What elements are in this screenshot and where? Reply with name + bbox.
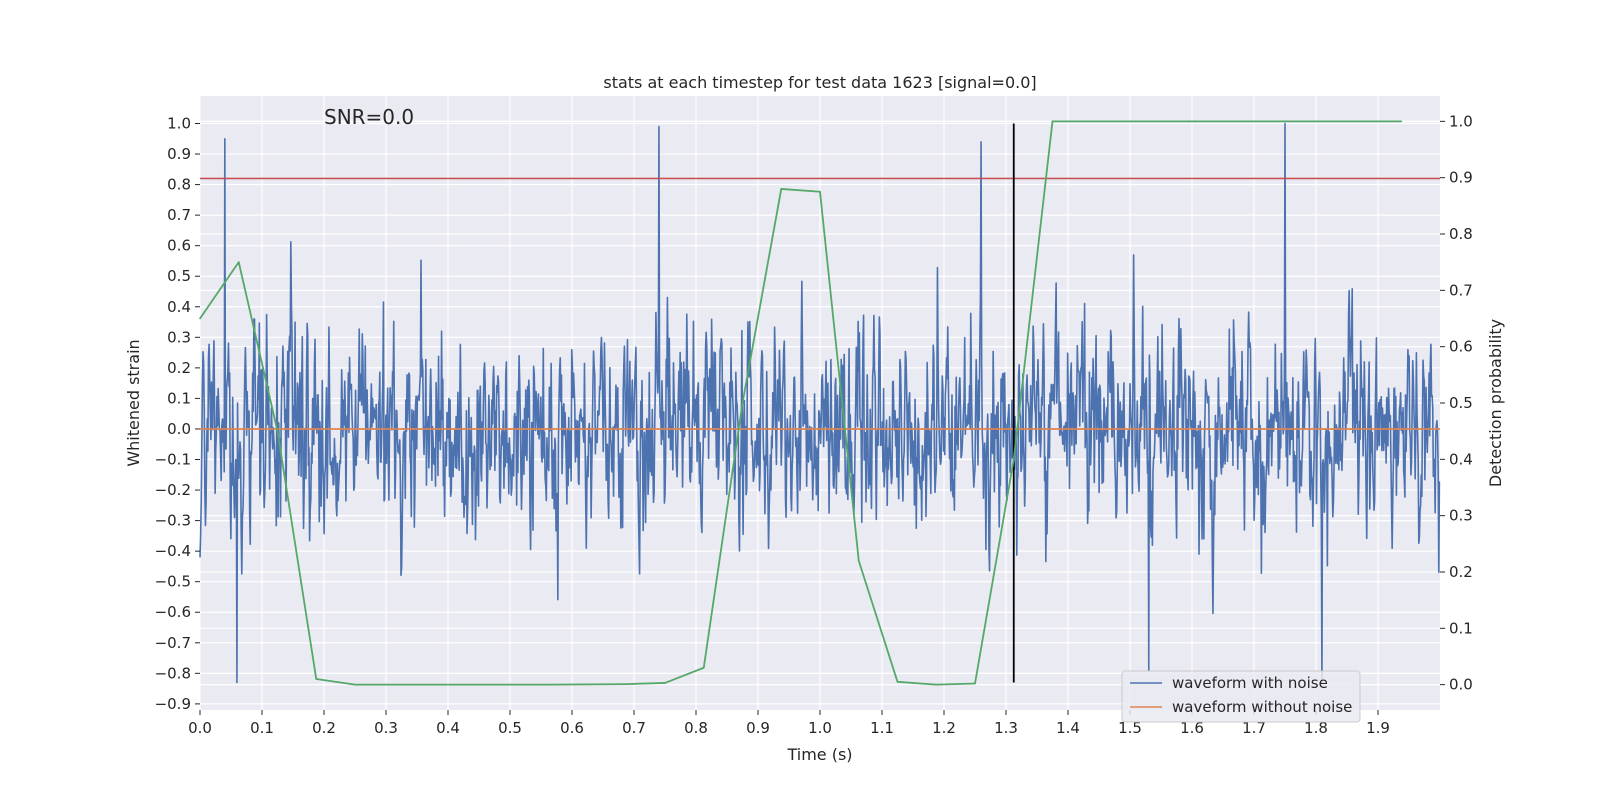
x-tick-label: 0.8 bbox=[684, 719, 708, 737]
x-tick-label: 1.6 bbox=[1180, 719, 1204, 737]
y2-tick-label: 0.3 bbox=[1449, 507, 1473, 525]
detection-probability-point bbox=[664, 682, 666, 684]
snr-annotation: SNR=0.0 bbox=[324, 105, 414, 129]
x-tick-label: 0.9 bbox=[746, 719, 770, 737]
detection-probability-point bbox=[1167, 120, 1170, 123]
y-tick-label: 0.8 bbox=[167, 176, 191, 194]
legend: waveform with noise waveform without noi… bbox=[1121, 670, 1361, 723]
x-tick-label: 0.1 bbox=[250, 719, 274, 737]
y2-tick-label: 0.7 bbox=[1449, 281, 1473, 299]
detection-probability-point bbox=[625, 683, 628, 685]
x-tick-label: 0.3 bbox=[374, 719, 398, 737]
detection-probability-point bbox=[702, 666, 705, 669]
y-tick-label: 0.3 bbox=[167, 328, 191, 346]
y-tick-label: 0.4 bbox=[167, 298, 191, 316]
y2-tick-label: 1.0 bbox=[1449, 112, 1473, 130]
detection-probability-point bbox=[354, 683, 356, 686]
detection-probability-point bbox=[1284, 120, 1286, 123]
y2-tick-label: 0.1 bbox=[1449, 619, 1473, 637]
series-detection-probability bbox=[199, 120, 1402, 686]
detection-probability-point bbox=[780, 188, 783, 190]
x-tick-label: 0.4 bbox=[436, 719, 460, 737]
detection-probability-point bbox=[1361, 120, 1364, 123]
y-tick-label: 0.6 bbox=[167, 237, 191, 255]
y2-tick-label: 0.5 bbox=[1449, 394, 1473, 412]
y-tick-label: 0.7 bbox=[167, 206, 191, 224]
detection-probability-point bbox=[1245, 120, 1248, 123]
detection-probability-point bbox=[857, 559, 860, 562]
detection-probability-point bbox=[509, 683, 511, 686]
y-tick-label: −0.1 bbox=[155, 451, 191, 469]
y-axis-label: Whitened strain bbox=[124, 339, 143, 466]
detection-probability-point bbox=[237, 261, 240, 263]
y2-tick-label: 0.9 bbox=[1449, 169, 1473, 187]
x-tick-label: 0.6 bbox=[560, 719, 584, 737]
detection-probability-point bbox=[199, 317, 201, 320]
chart-title: stats at each timestep for test data 162… bbox=[603, 73, 1036, 92]
detection-probability-point bbox=[1400, 120, 1403, 123]
x-tick-label: 1.2 bbox=[932, 719, 956, 737]
legend-box bbox=[1121, 670, 1361, 723]
x-axis-label: Time (s) bbox=[786, 745, 852, 764]
x-tick-label: 1.7 bbox=[1242, 719, 1266, 737]
x-tick-label: 1.1 bbox=[870, 719, 894, 737]
legend-label-clean: waveform without noise bbox=[1172, 698, 1352, 716]
y-tick-label: −0.6 bbox=[155, 603, 191, 621]
detection-probability-point bbox=[935, 683, 938, 686]
y-tick-label: −0.7 bbox=[155, 634, 191, 652]
detection-probability-point bbox=[470, 683, 473, 686]
y-tick-label: 0.9 bbox=[167, 145, 191, 163]
x-tick-label: 1.4 bbox=[1056, 719, 1080, 737]
legend-label-noise: waveform with noise bbox=[1172, 674, 1328, 692]
y-tick-label: 0.5 bbox=[167, 267, 191, 285]
detection-probability-point bbox=[1129, 120, 1131, 123]
detection-probability-point bbox=[896, 681, 899, 683]
x-tick-label: 0.5 bbox=[498, 719, 522, 737]
x-tick-label: 1.0 bbox=[808, 719, 832, 737]
x-tick-label: 0.7 bbox=[622, 719, 646, 737]
detection-probability-point bbox=[392, 683, 395, 686]
x-tick-label: 1.9 bbox=[1366, 719, 1390, 737]
y-tick-label: −0.4 bbox=[155, 542, 191, 560]
y-tick-label: 1.0 bbox=[167, 114, 191, 132]
y-tick-label: −0.5 bbox=[155, 573, 191, 591]
y-tick-label: −0.2 bbox=[155, 481, 191, 499]
y-tick-label: 0.1 bbox=[167, 389, 191, 407]
grid bbox=[199, 96, 1440, 710]
detection-probability-point bbox=[431, 683, 434, 686]
detection-probability-point bbox=[974, 682, 976, 685]
y-tick-label: −0.9 bbox=[155, 695, 191, 713]
y-tick-label: 0.0 bbox=[167, 420, 191, 438]
y2-tick-label: 0.2 bbox=[1449, 563, 1473, 581]
x-tick-label: 0.0 bbox=[188, 719, 212, 737]
x-tick-label: 1.8 bbox=[1304, 719, 1328, 737]
series-waveform-with-noise bbox=[199, 122, 1441, 684]
detection-probability-point bbox=[741, 402, 744, 404]
y-tick-label: −0.3 bbox=[155, 512, 191, 530]
detection-probability-point bbox=[586, 683, 589, 686]
x-tick-label: 1.3 bbox=[994, 719, 1018, 737]
detection-probability-point bbox=[1322, 120, 1325, 123]
y-tick-label: 0.2 bbox=[167, 359, 191, 377]
y2-tick-label: 0.8 bbox=[1449, 225, 1473, 243]
detection-probability-point bbox=[1090, 120, 1093, 123]
y2-axis-label: Detection probability bbox=[1486, 319, 1505, 487]
detection-probability-point bbox=[1206, 120, 1209, 123]
y2-tick-label: 0.4 bbox=[1449, 450, 1473, 468]
detection-probability-point bbox=[315, 678, 318, 680]
detection-probability-point bbox=[1051, 120, 1054, 123]
detection-probability-point bbox=[276, 430, 279, 432]
detection-probability-point bbox=[819, 190, 821, 193]
ticks-layer: 0.0 0.1 0.2 0.3 0.4 0.5 0.6 0.7 0.8 0.9 1.0 1.1 1.2 1… bbox=[155, 112, 1473, 737]
y2-tick-label: 0.6 bbox=[1449, 338, 1473, 356]
x-tick-label: 0.2 bbox=[312, 719, 336, 737]
detection-probability-point bbox=[1012, 458, 1015, 461]
x-tick-label: 1.5 bbox=[1118, 719, 1142, 737]
y-tick-label: −0.8 bbox=[155, 664, 191, 682]
y2-tick-label: 0.0 bbox=[1449, 676, 1473, 694]
series-layer bbox=[199, 120, 1441, 686]
detection-probability-point bbox=[547, 683, 550, 686]
